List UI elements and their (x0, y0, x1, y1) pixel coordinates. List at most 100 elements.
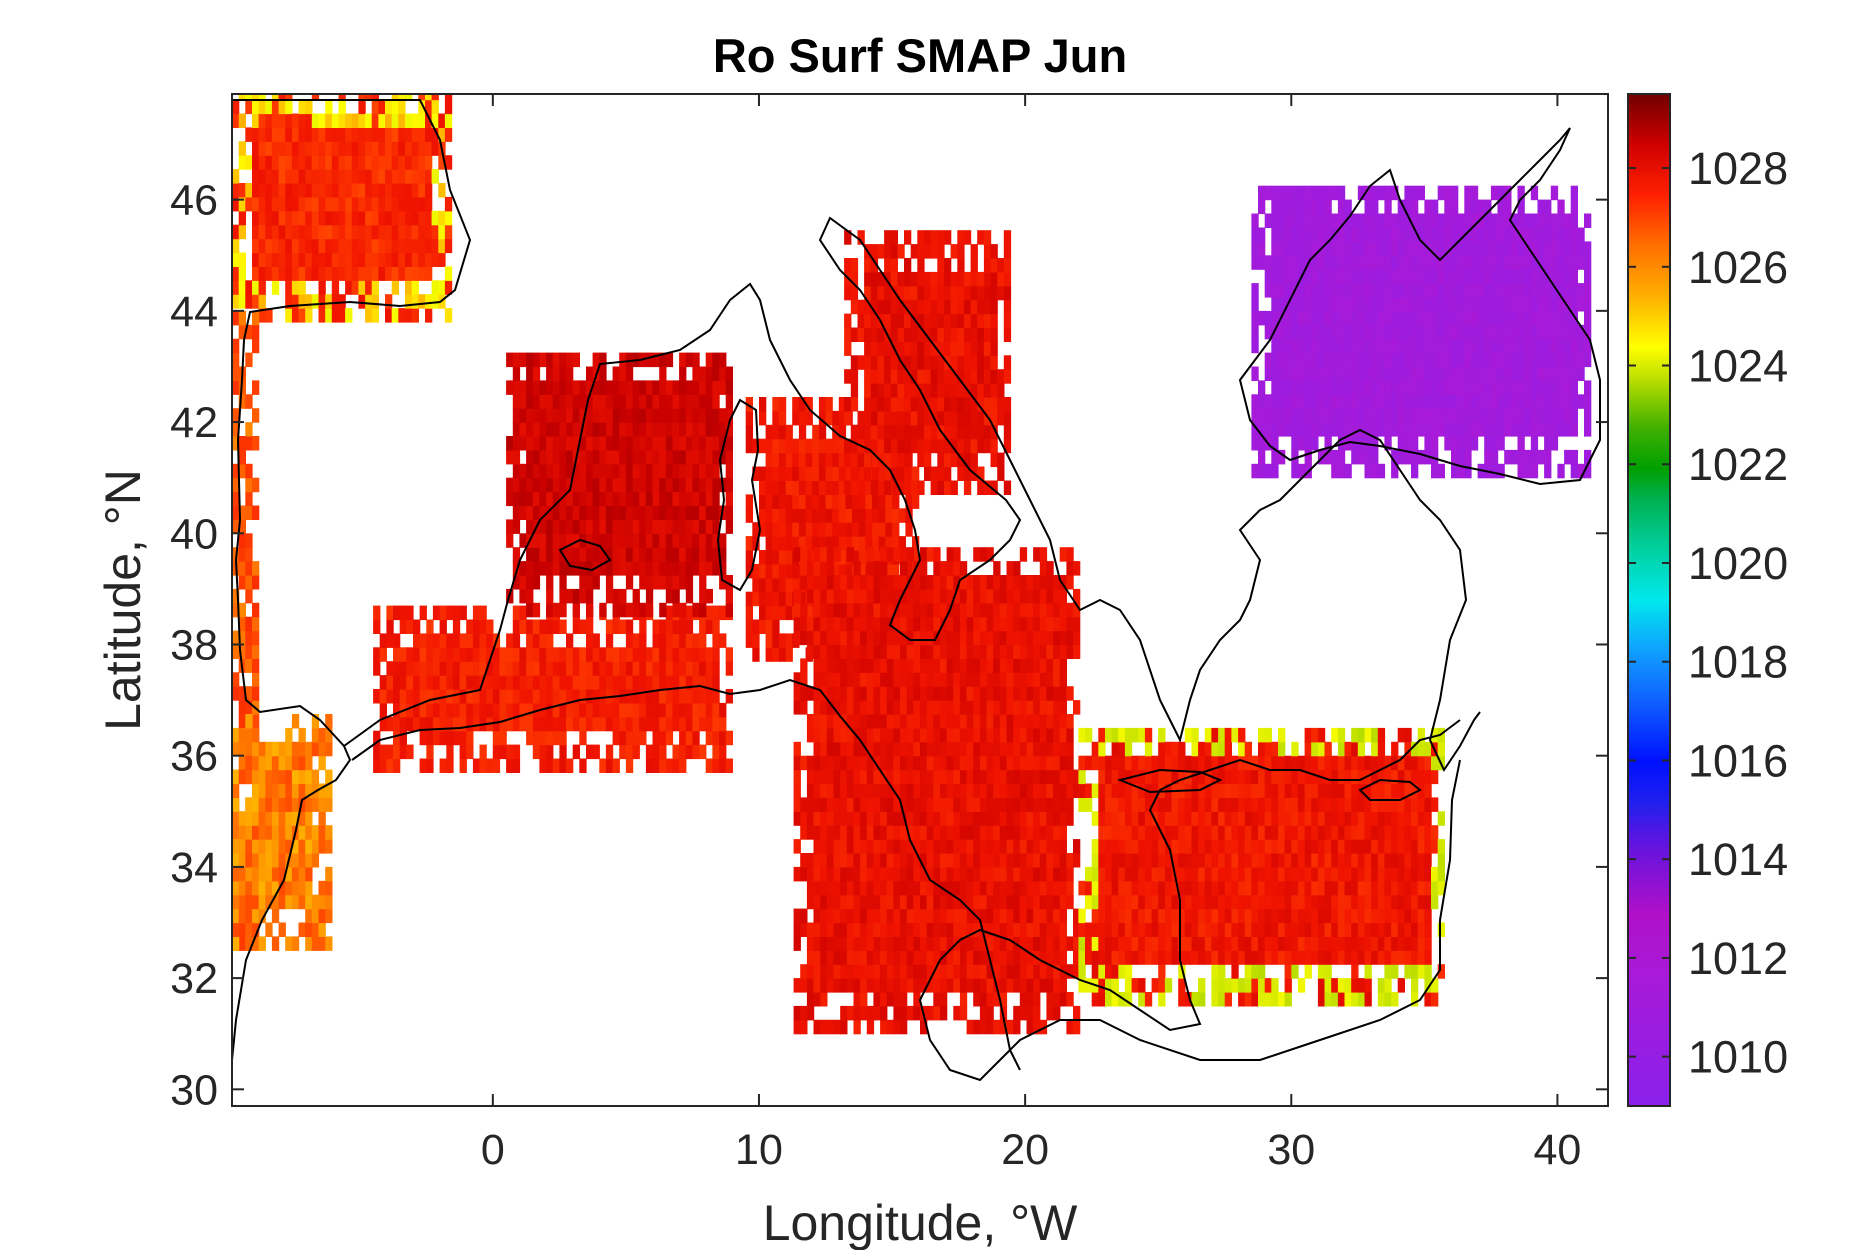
density-cell (526, 675, 534, 690)
density-cell (1404, 880, 1412, 896)
density-cell (1053, 922, 1061, 937)
density-cell (386, 633, 394, 648)
density-cell (679, 408, 687, 423)
density-cell (840, 727, 848, 743)
density-cell (271, 936, 280, 951)
density-cell (1357, 853, 1366, 868)
density-cell (1098, 839, 1106, 854)
density-cell (1118, 866, 1126, 882)
density-cell (833, 908, 841, 924)
density-cell (1131, 839, 1139, 854)
density-cell (946, 908, 954, 924)
density-cell (798, 536, 807, 551)
density-cell (866, 950, 875, 965)
density-cell (705, 647, 713, 662)
density-cell (1244, 992, 1252, 1007)
density-cell (1171, 894, 1179, 910)
density-cell (877, 410, 885, 426)
density-cell (338, 141, 346, 156)
density-cell (519, 533, 527, 548)
density-cell (930, 466, 938, 481)
density-cell (886, 700, 894, 715)
density-cell (792, 410, 800, 426)
density-cell (1311, 783, 1319, 798)
density-cell (906, 741, 914, 757)
density-cell (813, 950, 821, 965)
density-cell (846, 658, 855, 673)
density-cell (999, 616, 1008, 632)
density-cell (1291, 811, 1299, 826)
density-cell (752, 619, 760, 634)
density-cell (820, 714, 828, 729)
density-cell (1317, 741, 1326, 757)
density-cell (765, 480, 773, 495)
density-cell (999, 811, 1008, 826)
density-cell (833, 825, 841, 840)
density-cell (858, 508, 867, 523)
density-cell (1039, 797, 1048, 812)
density-cell (291, 811, 300, 826)
density-cell (884, 355, 892, 370)
density-cell (990, 383, 998, 398)
density-cell (271, 238, 280, 254)
density-cell (933, 894, 941, 910)
density-cell (379, 702, 387, 718)
density-cell (592, 689, 600, 704)
density-cell (632, 702, 640, 718)
density-cell (917, 244, 925, 259)
density-cell (725, 491, 733, 507)
density-cell (452, 716, 461, 732)
density-cell (906, 769, 914, 785)
density-cell (970, 397, 978, 412)
density-cell (278, 880, 286, 896)
density-cell (957, 383, 965, 398)
density-cell (245, 797, 253, 812)
density-cell (940, 853, 948, 868)
density-cell (986, 755, 994, 771)
density-cell (937, 230, 945, 245)
density-cell (358, 196, 366, 212)
density-cell (265, 224, 273, 240)
density-cell (398, 141, 406, 156)
density-cell (699, 380, 707, 395)
density-cell (920, 714, 928, 729)
density-cell (877, 271, 885, 287)
density-cell (1158, 811, 1166, 826)
density-cell (291, 755, 300, 771)
density-cell (1026, 658, 1034, 673)
density-cell (873, 797, 881, 812)
density-cell (1364, 755, 1372, 771)
density-cell (1019, 964, 1028, 979)
density-cell (1003, 327, 1012, 342)
density-cell (586, 519, 594, 534)
density-cell (900, 727, 908, 743)
density-cell (379, 744, 387, 760)
density-cell (645, 602, 654, 618)
density-cell (820, 978, 828, 993)
density-cell (351, 266, 360, 281)
density-cell (826, 658, 835, 673)
density-cell (893, 1005, 901, 1021)
density-cell (752, 563, 760, 579)
density-cell (625, 702, 634, 718)
density-cell (712, 702, 720, 718)
density-cell (725, 422, 733, 437)
density-cell (1033, 1019, 1041, 1035)
density-cell (639, 519, 647, 534)
density-cell (265, 741, 273, 757)
density-cell (877, 327, 885, 342)
density-cell (1026, 811, 1034, 826)
density-cell (983, 285, 992, 301)
density-cell (793, 602, 801, 618)
density-cell (933, 783, 941, 798)
density-cell (499, 689, 507, 704)
density-cell (886, 866, 894, 882)
density-cell (1019, 686, 1028, 701)
density-cell (1371, 950, 1379, 965)
density-cell (1258, 727, 1266, 743)
density-cell (393, 605, 401, 621)
density-cell (612, 661, 620, 676)
density-cell (1171, 755, 1179, 771)
density-cell (1026, 894, 1034, 910)
density-cell (425, 141, 433, 156)
